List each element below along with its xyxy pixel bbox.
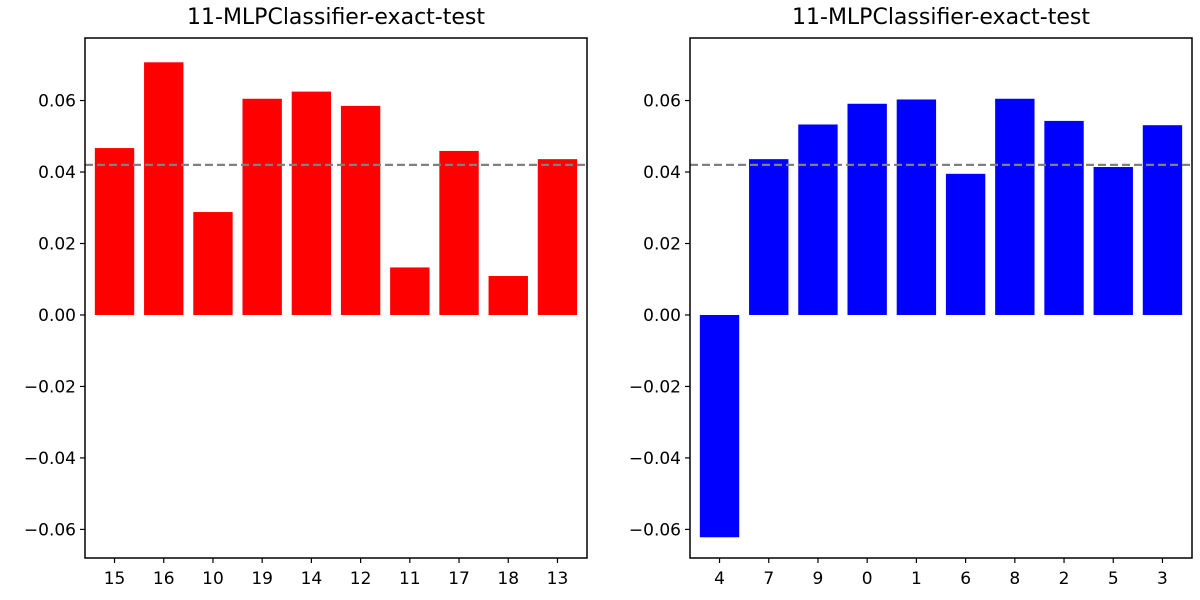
- bar-14: [291, 91, 332, 315]
- bar-17: [439, 150, 479, 315]
- bar-18: [488, 276, 528, 315]
- y-tick-label: 0.02: [643, 235, 681, 255]
- bar-19: [242, 98, 282, 315]
- x-tick-label: 19: [251, 569, 273, 589]
- x-tick-label: 2: [1059, 569, 1070, 589]
- y-tick-label: −0.04: [629, 449, 681, 469]
- y-tick-label: −0.04: [24, 449, 76, 469]
- chart-title: 11-MLPClassifier-exact-test: [792, 5, 1090, 30]
- x-tick-label: 5: [1108, 569, 1119, 589]
- bar-8: [995, 98, 1035, 315]
- x-tick-label: 13: [547, 569, 569, 589]
- bar-2: [1044, 120, 1084, 315]
- x-tick-label: 8: [1009, 569, 1020, 589]
- y-tick-label: 0.06: [38, 92, 76, 112]
- chart-title: 11-MLPClassifier-exact-test: [187, 5, 485, 30]
- y-tick-label: 0.04: [643, 163, 681, 183]
- bar-1: [896, 99, 937, 315]
- bar-11: [390, 267, 430, 315]
- right-bar-chart: 11-MLPClassifier-exact-test −0.06 −0.04 −0…: [629, 5, 1193, 589]
- bar-13: [537, 159, 578, 315]
- x-tick-label: 6: [960, 569, 971, 589]
- x-tick-label: 12: [350, 569, 372, 589]
- bar-16: [144, 62, 184, 315]
- plot-frame: [689, 37, 1193, 559]
- bar-12: [340, 105, 381, 315]
- plot-frame: [84, 37, 588, 559]
- bar-6: [945, 173, 986, 315]
- y-tick-label: 0.06: [643, 92, 681, 112]
- x-tick-label: 1: [911, 569, 922, 589]
- x-tick-label: 0: [862, 569, 873, 589]
- x-tick-label: 9: [813, 569, 824, 589]
- y-tick-label: 0.00: [38, 306, 76, 326]
- x-tick-label: 4: [714, 569, 725, 589]
- x-tick-label: 16: [153, 569, 175, 589]
- bar-7: [749, 159, 789, 315]
- y-tick-label: −0.02: [24, 377, 76, 397]
- x-tick-label: 7: [763, 569, 774, 589]
- y-tick-label: −0.02: [629, 377, 681, 397]
- y-tick-label: −0.06: [629, 520, 681, 540]
- y-tick-label: 0.02: [38, 235, 76, 255]
- y-tick-label: 0.04: [38, 163, 76, 183]
- bar-3: [1142, 125, 1183, 315]
- y-tick-label: 0.00: [643, 306, 681, 326]
- bar-9: [798, 124, 838, 315]
- bar-5: [1093, 167, 1133, 315]
- y-tick-label: −0.06: [24, 520, 76, 540]
- bar-4: [699, 314, 740, 538]
- x-tick-label: 14: [301, 569, 323, 589]
- bar-15: [94, 148, 135, 315]
- x-tick-label: 15: [104, 569, 126, 589]
- x-tick-label: 11: [399, 569, 421, 589]
- x-tick-label: 18: [497, 569, 519, 589]
- left-bar-chart: 11-MLPClassifier-exact-test −0.06 −0.04 −0…: [24, 5, 588, 589]
- x-tick-label: 3: [1157, 569, 1168, 589]
- x-tick-label: 10: [202, 569, 224, 589]
- bar-10: [193, 212, 233, 315]
- bar-0: [847, 103, 887, 315]
- x-tick-label: 17: [448, 569, 470, 589]
